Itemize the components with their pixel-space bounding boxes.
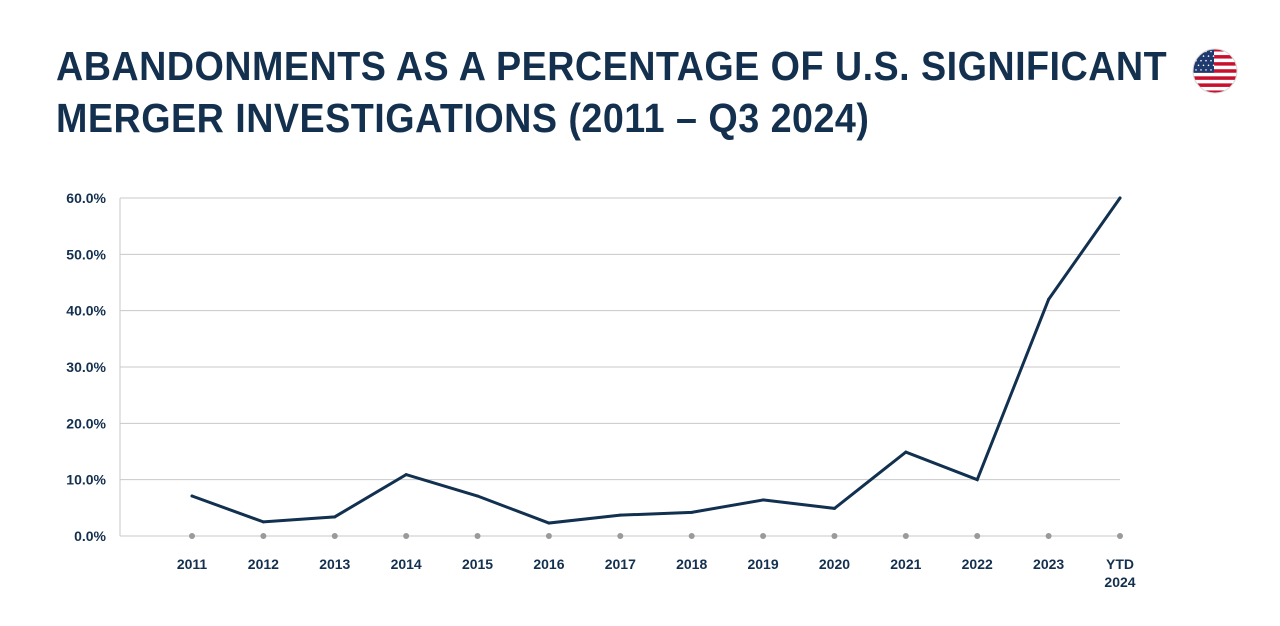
x-tick-label: 2013 xyxy=(319,556,350,572)
x-tick-label: 2017 xyxy=(605,556,636,572)
x-tick-marker xyxy=(403,533,410,539)
y-tick-label: 40.0% xyxy=(66,303,106,319)
x-tick-label: YTD 2024 xyxy=(1104,556,1135,590)
chart-title-line-1: ABANDONMENTS AS A PERCENTAGE OF U.S. SIG… xyxy=(56,43,1168,89)
x-tick-marker xyxy=(260,533,267,539)
x-tick-label: 2023 xyxy=(1033,556,1064,572)
data-point xyxy=(832,506,836,510)
y-tick-label: 30.0% xyxy=(66,359,106,375)
x-tick-marker xyxy=(688,533,695,539)
data-point xyxy=(904,450,908,454)
x-tick-label: 2015 xyxy=(462,556,493,572)
us-flag-icon xyxy=(1192,48,1238,94)
x-tick-marker xyxy=(545,533,552,539)
y-tick-label: 50.0% xyxy=(66,246,106,262)
series-line xyxy=(190,196,1122,525)
y-tick-label: 0.0% xyxy=(74,528,106,544)
data-point xyxy=(975,478,979,482)
x-tick-marker xyxy=(902,533,909,539)
x-tick-marker xyxy=(974,533,981,539)
x-tick-label: 2011 xyxy=(177,556,208,572)
x-tick-marker xyxy=(474,533,481,539)
data-point xyxy=(761,498,765,502)
data-point xyxy=(190,494,194,498)
x-tick-marker xyxy=(760,533,767,539)
data-point xyxy=(333,515,337,519)
y-tick-label: 60.0% xyxy=(66,190,106,206)
x-tick-marker xyxy=(331,533,338,539)
data-point xyxy=(1047,297,1051,301)
x-tick-label: 2019 xyxy=(747,556,778,572)
x-tick-label: 2012 xyxy=(248,556,279,572)
data-point xyxy=(476,494,480,498)
x-tick-label: 2020 xyxy=(819,556,850,572)
x-tick-marker xyxy=(1045,533,1052,539)
data-point xyxy=(547,521,551,525)
data-point xyxy=(690,510,694,514)
y-tick-label: 10.0% xyxy=(66,472,106,488)
x-tick-label: 2014 xyxy=(391,556,422,572)
x-tick-marker xyxy=(617,533,624,539)
x-tick-label: 2018 xyxy=(676,556,707,572)
x-tick-marker xyxy=(831,533,838,539)
x-tick-marker xyxy=(1117,533,1123,539)
chart-title-line-2: MERGER INVESTIGATIONS (2011 – Q3 2024) xyxy=(56,95,870,141)
x-tick-label: 2016 xyxy=(533,556,564,572)
data-point xyxy=(1118,196,1122,200)
y-tick-label: 20.0% xyxy=(66,415,106,431)
data-point xyxy=(261,520,265,524)
data-point xyxy=(404,473,408,477)
data-point xyxy=(618,513,622,517)
chart-title: ABANDONMENTS AS A PERCENTAGE OF U.S. SIG… xyxy=(56,40,1168,144)
x-tick-label: 2021 xyxy=(890,556,921,572)
x-tick-label: 2022 xyxy=(962,556,993,572)
x-tick-marker xyxy=(189,533,195,539)
